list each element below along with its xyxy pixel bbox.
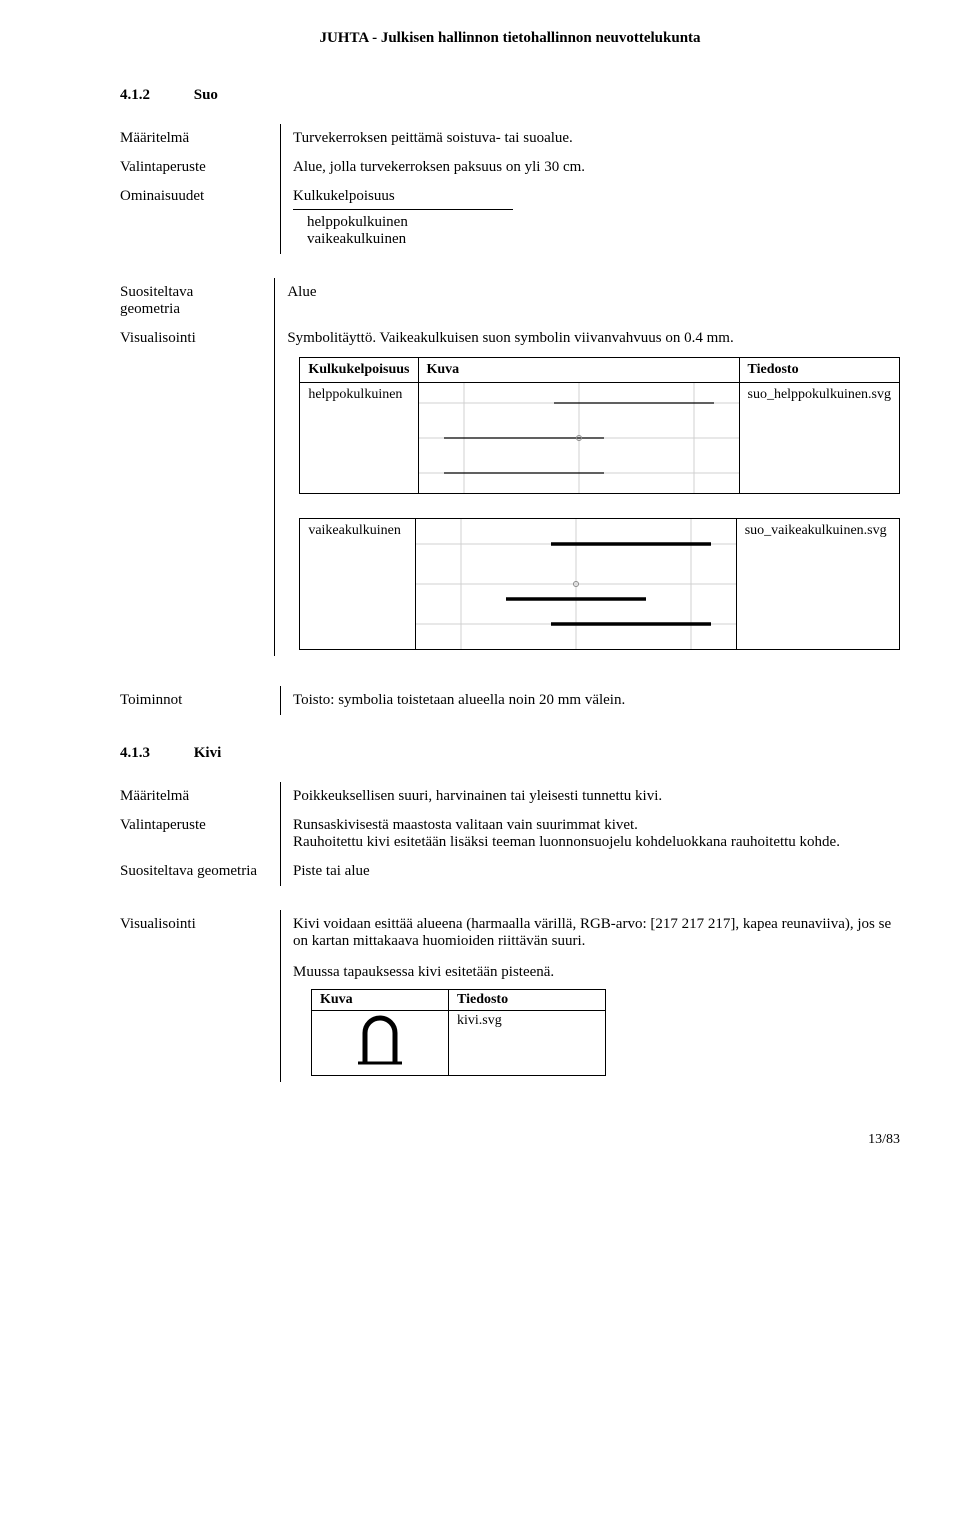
r2-kk: vaikeakulkuinen (300, 519, 415, 650)
label-maaritelma2: Määritelmä (120, 782, 281, 811)
kivi-kuva (312, 1011, 449, 1076)
val-geom: Alue (275, 278, 900, 324)
val-maaritelma2: Poikkeuksellisen suuri, harvinainen tai … (281, 782, 840, 811)
label-valintaperuste: Valintaperuste (120, 153, 281, 182)
kivi-file: kivi.svg (449, 1011, 606, 1076)
kivi-th-kuva: Kuva (312, 990, 449, 1011)
val-geom2: Piste tai alue (281, 857, 840, 886)
val-valintaperuste: Alue, jolla turvekerroksen paksuus on yl… (281, 153, 585, 182)
ominaisuudet-b: vaikeakulkuinen (293, 231, 585, 248)
symbol-table-2: vaikeakulkuinen (299, 518, 900, 650)
section-413-heading: 4.1.3 Kivi (120, 745, 900, 762)
suo-vaikea-icon (416, 519, 736, 649)
val-valintaperuste2: Runsaskivisestä maastosta valitaan vain … (281, 811, 840, 857)
ominaisuudet-head: Kulkukelpoisuus (293, 188, 395, 204)
s413-vis: Visualisointi Kivi voidaan esittää aluee… (120, 910, 900, 1082)
label-ominaisuudet: Ominaisuudet (120, 182, 281, 254)
r1-kk: helppokulkuinen (300, 383, 418, 494)
divider (293, 209, 513, 210)
s412-def-table: Määritelmä Turvekerroksen peittämä soist… (120, 124, 585, 254)
th-kk: Kulkukelpoisuus (300, 358, 418, 383)
r2-kuva (415, 519, 736, 650)
symbol-table-1: Kulkukelpoisuus Kuva Tiedosto helppokulk… (299, 357, 900, 494)
ominaisuudet-a: helppokulkuinen (293, 214, 585, 231)
page-header: JUHTA - Julkisen hallinnon tietohallinno… (120, 30, 900, 47)
val-toiminnot: Toisto: symbolia toistetaan alueella noi… (281, 686, 625, 715)
val-ominaisuudet: Kulkukelpoisuus helppokulkuinen vaikeaku… (281, 182, 585, 254)
section-412-num: 4.1.2 (120, 87, 190, 104)
section-412-heading: 4.1.2 Suo (120, 87, 900, 104)
label-geom2: Suositeltava geometria (120, 857, 281, 886)
r1-file: suo_helppokulkuinen.svg (739, 383, 900, 494)
s413-def-table: Määritelmä Poikkeuksellisen suuri, harvi… (120, 782, 840, 886)
label-vis2: Visualisointi (120, 910, 281, 1082)
s412-geom-table: Suositeltava geometria Alue Visualisoint… (120, 278, 900, 656)
kivi-th-file: Tiedosto (449, 990, 606, 1011)
suo-helppo-icon (419, 383, 739, 493)
page-number: 13/83 (120, 1132, 900, 1148)
kivi-table: Kuva Tiedosto kivi.svg (311, 989, 606, 1076)
section-412-title: Suo (194, 87, 218, 103)
kivi-icon (355, 1013, 405, 1068)
val-vis2: Kivi voidaan esittää alueena (harmaalla … (281, 910, 900, 1082)
r1-kuva (418, 383, 739, 494)
label-toiminnot: Toiminnot (120, 686, 281, 715)
label-maaritelma: Määritelmä (120, 124, 281, 153)
label-valintaperuste2: Valintaperuste (120, 811, 281, 857)
r2-file: suo_vaikeakulkuinen.svg (736, 519, 899, 650)
section-413-title: Kivi (194, 745, 222, 761)
val-maaritelma: Turvekerroksen peittämä soistuva- tai su… (281, 124, 585, 153)
s412-toiminnot: Toiminnot Toisto: symbolia toistetaan al… (120, 686, 625, 715)
th-tiedosto: Tiedosto (739, 358, 900, 383)
label-geom: Suositeltava geometria (120, 278, 275, 324)
val-vis: Symbolitäyttö. Vaikeakulkuisen suon symb… (275, 324, 900, 656)
label-vis: Visualisointi (120, 324, 275, 656)
th-kuva: Kuva (418, 358, 739, 383)
section-413-num: 4.1.3 (120, 745, 190, 762)
